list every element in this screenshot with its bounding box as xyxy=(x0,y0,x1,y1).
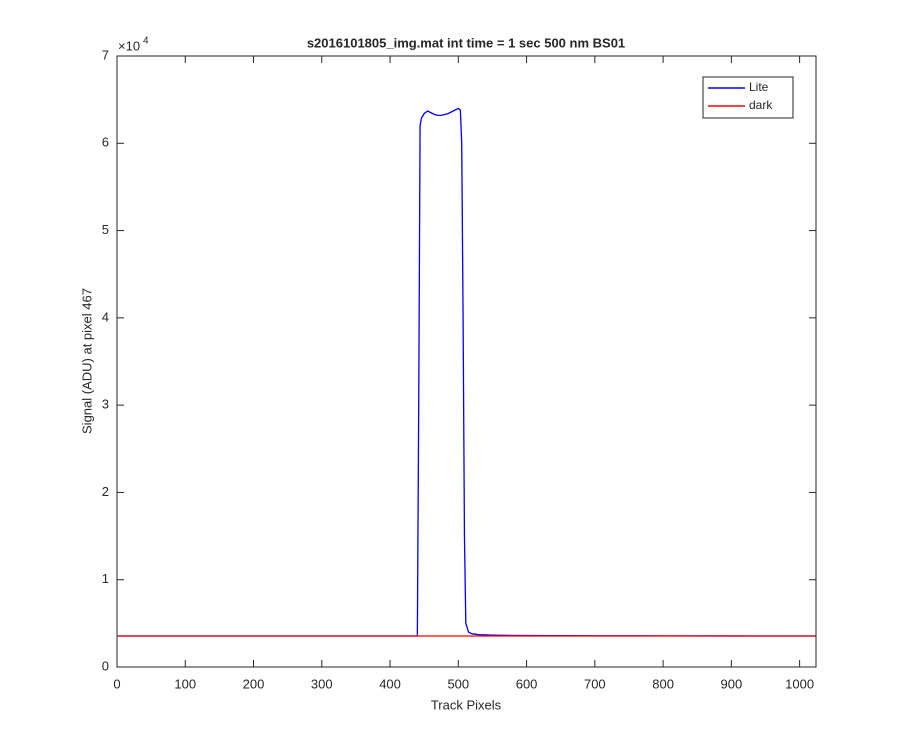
x-tick-label: 400 xyxy=(379,676,401,691)
legend-label: dark xyxy=(749,98,773,112)
x-tick-label: 0 xyxy=(113,676,120,691)
x-tick-label: 100 xyxy=(174,676,196,691)
y-tick-label: 7 xyxy=(102,47,109,62)
x-tick-label: 500 xyxy=(447,676,469,691)
y-multiplier-exponent: 4 xyxy=(143,36,149,47)
x-tick-label: 700 xyxy=(584,676,606,691)
x-tick-label: 1000 xyxy=(785,676,814,691)
y-tick-label: 5 xyxy=(102,222,109,237)
data-line xyxy=(117,107,816,637)
y-tick-label: 1 xyxy=(102,571,109,586)
x-tick-label: 200 xyxy=(243,676,265,691)
legend-box xyxy=(702,76,794,119)
y-tick-label: 0 xyxy=(102,658,109,673)
x-tick-label: 600 xyxy=(516,676,538,691)
y-tick-label: 3 xyxy=(102,397,109,412)
y-tick-label: 2 xyxy=(102,484,109,499)
y-tick-label: 4 xyxy=(102,309,109,324)
x-axis-label: Track Pixels xyxy=(431,697,502,712)
x-tick-label: 800 xyxy=(652,676,674,691)
y-multiplier: ×10 xyxy=(118,38,140,53)
axes-box xyxy=(116,55,817,668)
x-tick-label: 300 xyxy=(311,676,333,691)
y-tick-label: 6 xyxy=(102,135,109,150)
chart-title: s2016101805_img.mat int time = 1 sec 500… xyxy=(307,35,625,50)
legend-label: Lite xyxy=(749,80,769,94)
y-axis-label: Signal (ADU) at pixel 467 xyxy=(79,288,94,434)
x-tick-label: 900 xyxy=(721,676,743,691)
